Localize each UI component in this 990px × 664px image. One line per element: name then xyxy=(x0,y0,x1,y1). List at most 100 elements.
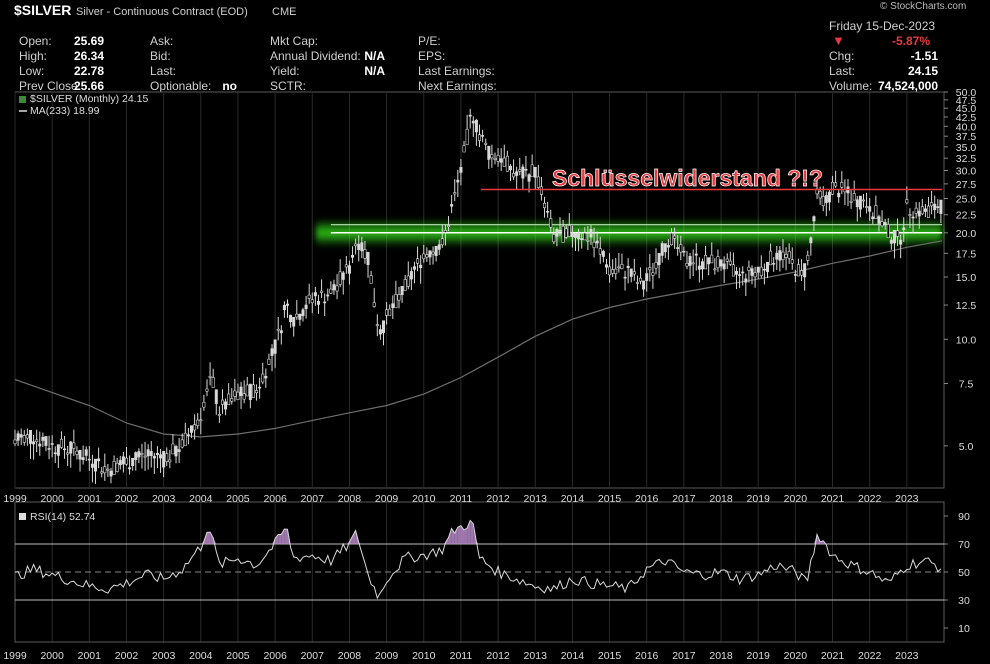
price-bar xyxy=(601,251,605,257)
price-bar xyxy=(505,155,509,172)
quote-label: High: xyxy=(19,49,48,63)
instrument-name: Silver - Continuous Contract (EOD) xyxy=(76,6,248,18)
ma-legend: MA(233) 18.99 xyxy=(30,105,100,117)
price-bar xyxy=(871,216,875,220)
price-bar xyxy=(731,264,735,277)
rsi-tick-label: 10 xyxy=(958,623,970,635)
price-bar xyxy=(518,169,522,172)
price-bar xyxy=(533,167,537,178)
price-bar xyxy=(673,235,677,239)
y-tick-label: 5.0 xyxy=(959,441,974,453)
price-bar xyxy=(567,225,571,237)
y-tick-label: 40.0 xyxy=(956,121,977,133)
price-bar xyxy=(403,279,407,291)
y-tick-label: 22.5 xyxy=(956,210,977,222)
price-bar xyxy=(688,256,692,266)
price-bar xyxy=(697,265,701,270)
x-tick-label: 2018 xyxy=(709,650,733,662)
price-bar xyxy=(159,454,163,459)
price-bar xyxy=(28,430,32,444)
symbol[interactable]: $SILVER xyxy=(14,2,72,18)
price-bar xyxy=(725,258,729,262)
price-bar xyxy=(214,389,218,404)
price-bar xyxy=(208,376,212,378)
price-bar xyxy=(642,280,646,290)
price-bar xyxy=(923,208,927,212)
price-bar xyxy=(282,305,286,310)
price-bar xyxy=(140,453,144,455)
quote-label: Bid: xyxy=(150,49,171,63)
price-bar xyxy=(112,461,116,475)
price-bar xyxy=(53,452,57,455)
price-bar xyxy=(490,154,494,159)
price-bar xyxy=(239,386,243,396)
price-bar xyxy=(676,247,680,249)
price-bar xyxy=(700,261,704,270)
price-bar xyxy=(756,266,760,273)
x-tick-label: 2008 xyxy=(338,650,362,662)
price-bar xyxy=(927,205,931,218)
price-bar xyxy=(639,277,643,282)
price-bar xyxy=(44,436,48,446)
price-bar xyxy=(143,455,147,458)
price-bar xyxy=(347,265,351,274)
price-bar xyxy=(765,261,769,273)
price-bar xyxy=(354,243,358,247)
ma-line xyxy=(14,240,943,438)
y-tick-label: 7.5 xyxy=(959,379,974,391)
quote-label: Low: xyxy=(19,64,45,78)
y-tick-label: 42.5 xyxy=(956,112,977,124)
rsi-overbought-fill xyxy=(284,529,288,544)
x-tick-label: 2015 xyxy=(598,493,622,505)
price-bar xyxy=(793,274,797,276)
price-bar xyxy=(515,171,519,176)
price-bar xyxy=(880,221,884,227)
y-tick-label: 45.0 xyxy=(956,103,977,115)
x-tick-label: 2001 xyxy=(78,493,102,505)
price-legend: $SILVER (Monthly) 24.15 xyxy=(30,93,148,105)
price-bar xyxy=(459,167,463,173)
price-bar xyxy=(877,216,881,224)
price-bar xyxy=(775,252,779,260)
price-bar xyxy=(220,399,224,405)
price-bar xyxy=(180,439,184,448)
quote-label: Prev Close: xyxy=(19,79,82,93)
rsi-overbought-fill xyxy=(210,532,214,544)
rsi-line xyxy=(14,519,942,600)
price-bar xyxy=(663,243,667,253)
price-bar xyxy=(570,232,574,238)
price-bar xyxy=(583,232,587,241)
price-bar xyxy=(38,443,42,447)
price-bar xyxy=(744,278,748,283)
price-bar xyxy=(41,436,45,441)
price-bar xyxy=(837,192,841,198)
quote-value: -1.51 xyxy=(910,49,938,63)
price-bar xyxy=(149,451,153,456)
price-bar xyxy=(784,253,788,258)
price-bar xyxy=(710,254,714,264)
price-bar xyxy=(22,435,26,443)
price-bar xyxy=(186,434,190,436)
y-tick-label: 17.5 xyxy=(956,248,977,260)
price-bar xyxy=(685,262,689,267)
price-bar xyxy=(456,179,460,183)
x-tick-label: 2020 xyxy=(784,493,808,505)
price-bar xyxy=(75,450,79,455)
quote-value: 74,524,000 xyxy=(877,79,938,93)
y-tick-label: 37.5 xyxy=(956,131,977,143)
price-bar xyxy=(512,173,516,178)
quote-value: N/A xyxy=(364,49,385,63)
price-bar xyxy=(861,199,865,202)
price-bar xyxy=(375,324,379,326)
quote-value: 26.34 xyxy=(73,49,104,63)
price-bar xyxy=(883,222,887,225)
price-bar xyxy=(115,462,119,472)
price-bar xyxy=(190,425,194,433)
price-bar xyxy=(716,256,720,269)
x-tick-label: 2021 xyxy=(821,493,845,505)
price-bar xyxy=(620,264,624,269)
price-bar xyxy=(431,251,435,255)
price-bar xyxy=(679,244,683,253)
price-bar xyxy=(217,414,221,416)
